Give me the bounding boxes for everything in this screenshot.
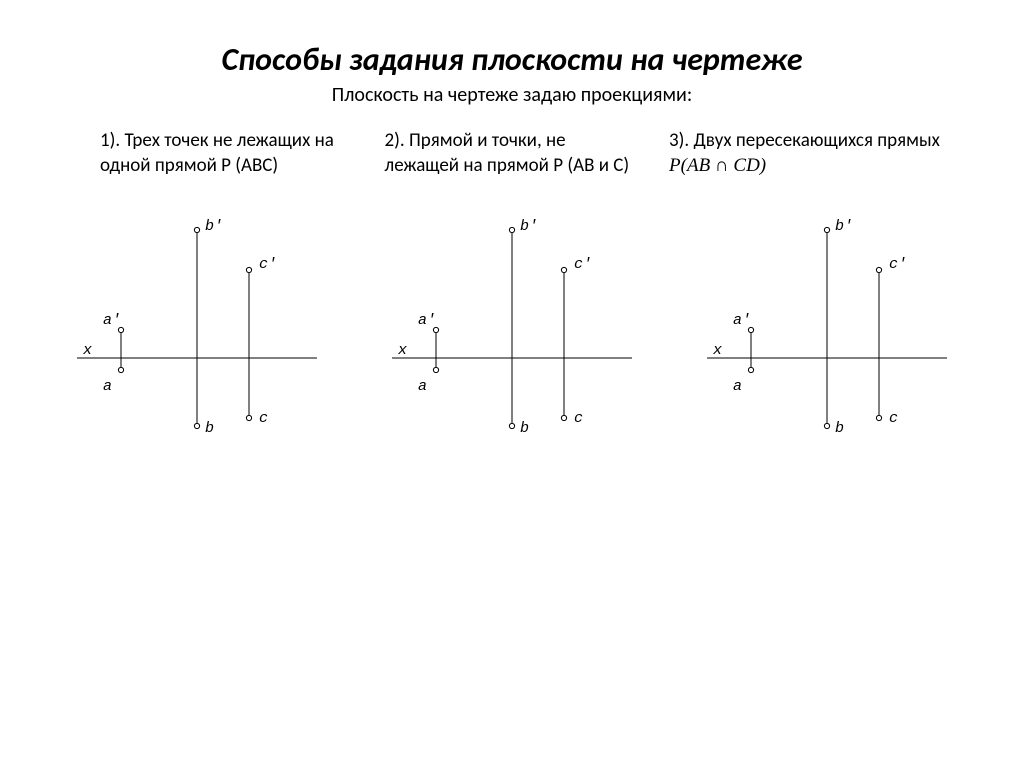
svg-text:c: c <box>574 410 583 427</box>
method-3-prefix: 3). Двух пересекающихся прямых <box>669 129 940 152</box>
svg-text:b: b <box>835 420 844 437</box>
diagrams-row: x a' a b' b c' c x a' a b' b c' c x a' a b' b c' c <box>0 208 1024 468</box>
svg-text:x: x <box>82 342 92 359</box>
svg-text:b': b' <box>205 218 223 235</box>
method-3-text: 3). Двух пересекающихся прямых P(AB ∩ CD… <box>669 129 964 178</box>
svg-text:c': c' <box>889 256 907 273</box>
diagram-1: x a' a b' b c' c <box>47 208 347 468</box>
svg-text:b: b <box>520 420 529 437</box>
svg-text:a: a <box>418 378 427 395</box>
diagram-2: x a' a b' b c' c <box>362 208 662 468</box>
svg-text:b': b' <box>520 218 538 235</box>
svg-text:b: b <box>205 420 214 437</box>
svg-text:c': c' <box>574 256 592 273</box>
svg-text:a': a' <box>103 312 121 329</box>
svg-text:c: c <box>259 410 268 427</box>
svg-text:a': a' <box>418 312 436 329</box>
diagram-3: x a' a b' b c' c <box>677 208 977 468</box>
page-title: Способы задания плоскости на чертеже <box>0 0 1024 79</box>
svg-text:a: a <box>733 378 742 395</box>
svg-text:b': b' <box>835 218 853 235</box>
svg-text:x: x <box>712 342 722 359</box>
method-2-text: 2). Прямой и точки, не лежащей на прямой… <box>385 129 642 178</box>
method-1-text: 1). Трех точек не лежащих на одной прямо… <box>100 129 357 178</box>
svg-text:c: c <box>889 410 898 427</box>
method-3-formula: P(AB ∩ CD) <box>669 155 766 176</box>
svg-text:a: a <box>103 378 112 395</box>
methods-row: 1). Трех точек не лежащих на одной прямо… <box>0 129 1024 178</box>
svg-text:c': c' <box>259 256 277 273</box>
svg-text:a': a' <box>733 312 751 329</box>
svg-text:x: x <box>397 342 407 359</box>
page-subtitle: Плоскость на чертеже задаю проекциями: <box>0 83 1024 107</box>
